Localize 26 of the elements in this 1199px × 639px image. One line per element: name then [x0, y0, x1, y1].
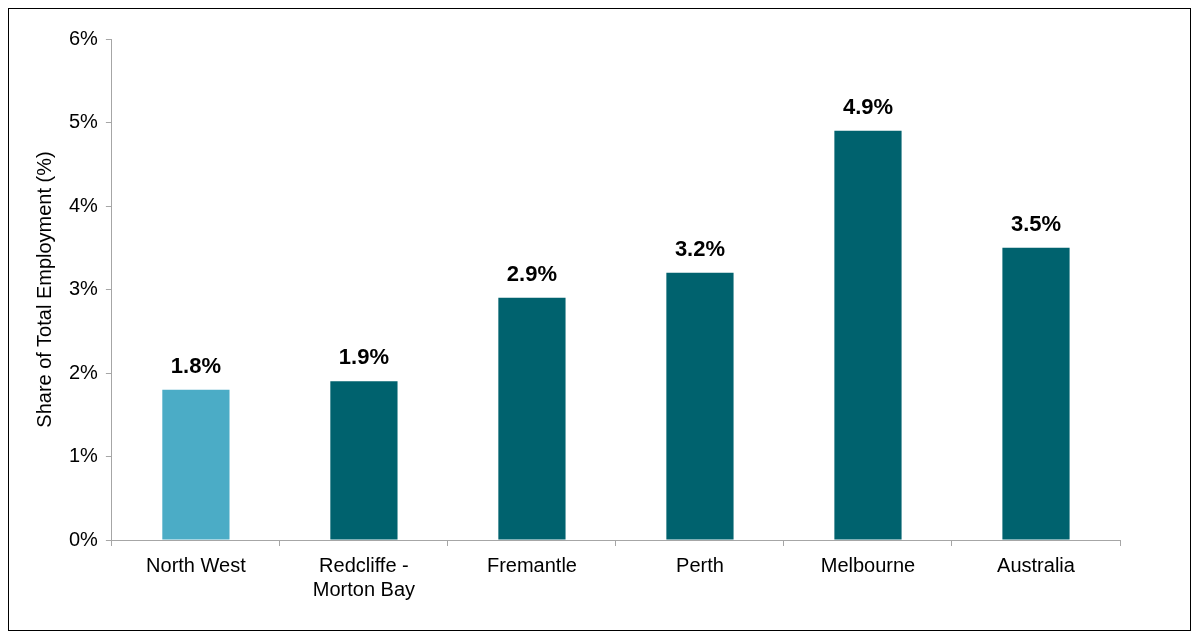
- y-tick-label: 4%: [69, 193, 99, 216]
- bar: [162, 389, 230, 540]
- bar: [498, 297, 566, 540]
- x-tick-label: Australia: [997, 553, 1076, 576]
- data-label: 1.9%: [338, 344, 390, 370]
- y-tick-label: 2%: [69, 360, 99, 383]
- bar: [666, 272, 734, 540]
- data-label: 3.2%: [674, 235, 726, 261]
- x-tick-label: Perth: [676, 553, 724, 576]
- y-axis-title: Share of Total Employment (%): [32, 151, 55, 428]
- data-label: 2.9%: [506, 260, 558, 286]
- y-tick-label: 1%: [69, 444, 99, 467]
- data-label: 4.9%: [842, 93, 894, 119]
- y-tick-label: 6%: [69, 26, 99, 49]
- y-tick-label: 3%: [69, 277, 99, 300]
- bar: [834, 130, 902, 540]
- bar: [1002, 247, 1070, 540]
- x-tick-label: Redcliffe - Morton Bay: [312, 553, 416, 600]
- y-tick-label: 0%: [69, 527, 99, 550]
- x-tick-label: Melbourne: [820, 553, 916, 576]
- x-tick-label: North West: [146, 553, 247, 576]
- data-label: 3.5%: [1010, 210, 1062, 236]
- y-tick-label: 5%: [69, 110, 99, 133]
- x-tick-label: Fremantle: [486, 553, 577, 576]
- data-label: 1.8%: [170, 352, 221, 378]
- bar: [330, 381, 398, 540]
